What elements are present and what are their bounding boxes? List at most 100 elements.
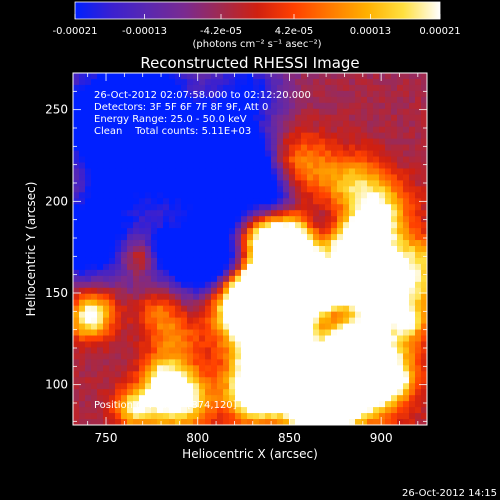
heatmap-cell — [103, 293, 110, 301]
heatmap-cell — [169, 180, 176, 187]
heatmap-cell — [355, 210, 362, 217]
heatmap-cell — [205, 84, 212, 92]
heatmap-cell — [403, 395, 410, 402]
heatmap-cell — [259, 299, 266, 307]
heatmap-cell — [187, 186, 194, 193]
heatmap-cell — [157, 419, 164, 426]
heatmap-cell — [307, 269, 314, 277]
heatmap-cell — [313, 281, 320, 289]
heatmap-cell — [379, 275, 386, 283]
heatmap-cell — [415, 162, 422, 169]
heatmap-cell — [343, 126, 350, 134]
heatmap-cell — [205, 174, 212, 181]
heatmap-cell — [229, 365, 236, 372]
heatmap-cell — [133, 132, 140, 140]
heatmap-cell — [421, 90, 428, 98]
heatmap-cell — [97, 311, 104, 319]
heatmap-cell — [127, 347, 134, 354]
heatmap-cell — [175, 401, 182, 408]
heatmap-cell — [145, 150, 152, 158]
heatmap-cell — [337, 132, 344, 140]
heatmap-cell — [73, 281, 80, 289]
heatmap-cell — [421, 287, 428, 295]
heatmap-cell — [265, 263, 272, 271]
heatmap-cell — [229, 90, 236, 98]
heatmap-cell — [91, 359, 98, 366]
heatmap-cell — [349, 78, 356, 86]
heatmap-cell — [163, 401, 170, 408]
heatmap-cell — [133, 192, 140, 199]
heatmap-cell — [211, 150, 218, 158]
heatmap-cell — [367, 150, 374, 158]
heatmap-cell — [343, 90, 350, 98]
heatmap-cell — [271, 222, 278, 229]
heatmap-cell — [205, 395, 212, 402]
heatmap-cell — [121, 377, 128, 384]
heatmap-cell — [343, 114, 350, 122]
heatmap-cell — [271, 365, 278, 372]
heatmap-cell — [349, 84, 356, 92]
heatmap-cell — [313, 180, 320, 187]
heatmap-cell — [205, 156, 212, 163]
heatmap-cell — [415, 222, 422, 229]
heatmap-cell — [127, 192, 134, 199]
heatmap-cell — [151, 192, 158, 199]
heatmap-cell — [79, 281, 86, 289]
heatmap-cell — [205, 186, 212, 193]
heatmap-cell — [259, 132, 266, 140]
heatmap-cell — [331, 287, 338, 295]
heatmap-cell — [259, 90, 266, 98]
heatmap-cell — [331, 401, 338, 408]
heatmap-cell — [211, 210, 218, 217]
heatmap-cell — [97, 413, 104, 420]
heatmap-cell — [295, 102, 302, 110]
heatmap-cell — [121, 102, 128, 110]
heatmap-cell — [265, 341, 272, 348]
heatmap-cell — [163, 389, 170, 396]
annotation-detectors: Detectors: 3F 5F 6F 7F 8F 9F, Att 0 — [94, 102, 268, 113]
heatmap-cell — [307, 138, 314, 146]
heatmap-cell — [145, 269, 152, 277]
heatmap-cell — [139, 383, 146, 390]
heatmap-cell — [253, 395, 260, 402]
heatmap-cell — [127, 73, 134, 80]
heatmap-cell — [307, 341, 314, 348]
heatmap-cell — [115, 389, 122, 396]
heatmap-cell — [349, 359, 356, 366]
heatmap-cell — [145, 257, 152, 265]
heatmap-cell — [283, 132, 290, 140]
heatmap-cell — [211, 341, 218, 348]
heatmap-cell — [181, 114, 188, 122]
heatmap-cell — [361, 73, 368, 80]
heatmap-cell — [355, 413, 362, 420]
heatmap-cell — [409, 377, 416, 384]
heatmap-cell — [391, 186, 398, 193]
heatmap-cell — [265, 275, 272, 283]
heatmap-cell — [313, 377, 320, 384]
heatmap-cell — [211, 162, 218, 169]
heatmap-cell — [115, 359, 122, 366]
heatmap-cell — [199, 317, 206, 325]
heatmap-cell — [337, 234, 344, 241]
heatmap-cell — [325, 174, 332, 181]
heatmap-cell — [367, 138, 374, 146]
heatmap-cell — [157, 96, 164, 104]
heatmap-cell — [181, 311, 188, 319]
heatmap-cell — [133, 329, 140, 337]
heatmap-cell — [217, 204, 224, 211]
heatmap-cell — [169, 389, 176, 396]
heatmap-cell — [391, 317, 398, 325]
heatmap-cell — [319, 102, 326, 110]
heatmap-cell — [163, 73, 170, 80]
heatmap-cell — [187, 78, 194, 86]
heatmap-cell — [265, 84, 272, 92]
heatmap-cell — [133, 198, 140, 205]
heatmap-cell — [331, 269, 338, 277]
heatmap-cell — [301, 257, 308, 265]
heatmap-cell — [199, 407, 206, 414]
heatmap-cell — [127, 108, 134, 116]
heatmap-cell — [421, 78, 428, 86]
heatmap-cell — [421, 234, 428, 241]
heatmap-cell — [409, 108, 416, 116]
heatmap-cell — [325, 281, 332, 289]
